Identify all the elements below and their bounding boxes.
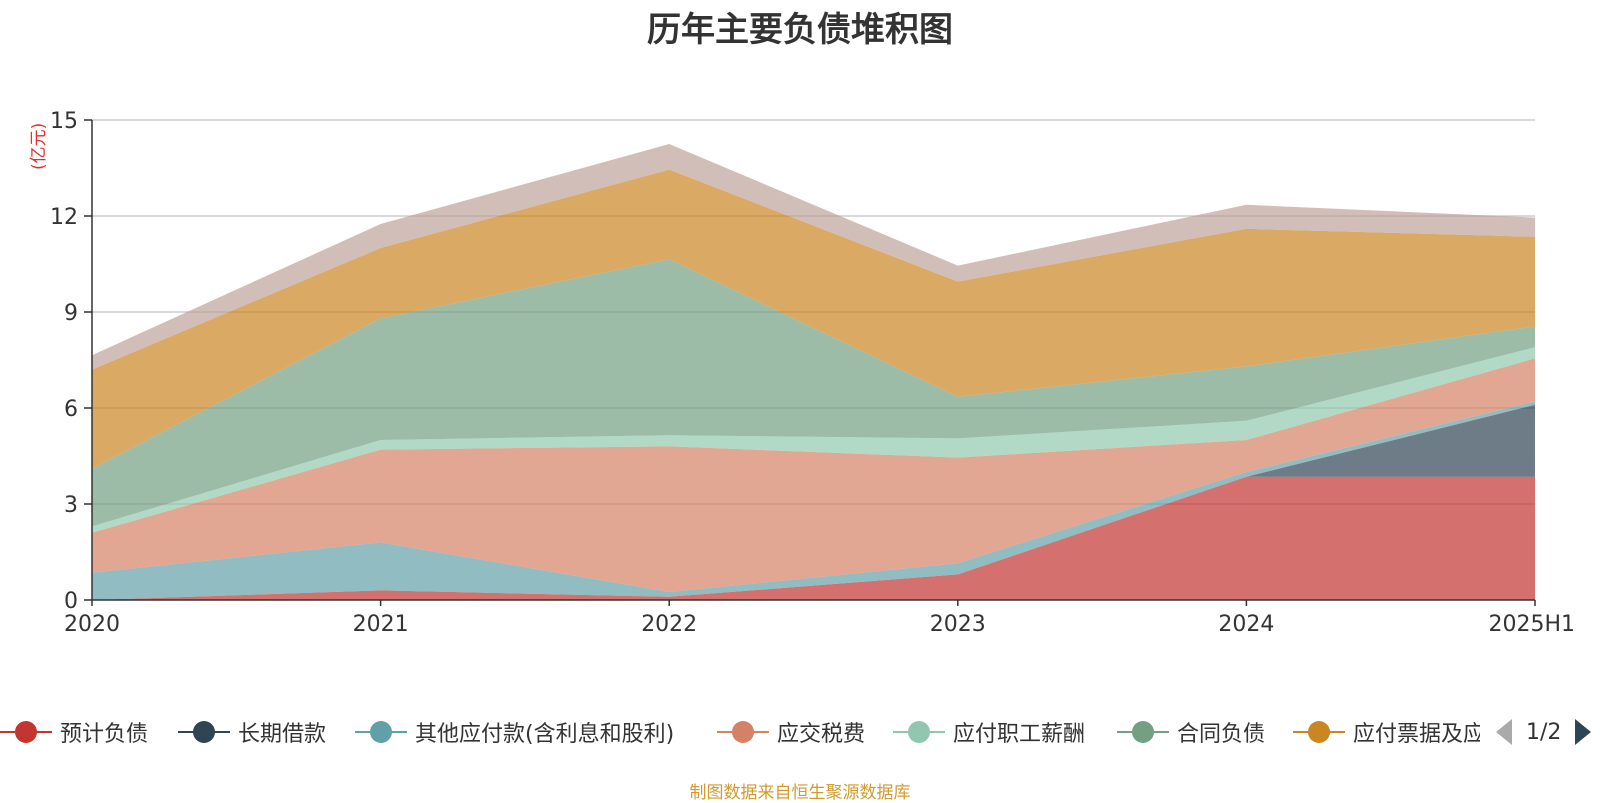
legend-label: 预计负债 <box>60 722 149 747</box>
legend-label: 合同负债 <box>1177 722 1266 747</box>
legend-marker-icon <box>355 721 407 743</box>
legend-prev-page-icon[interactable] <box>1496 719 1512 745</box>
legend-marker-icon <box>178 721 230 743</box>
legend: 预计负债 长期借款 其他应付款(含利息和股利) 应交税费 应付职工薪酬 合同负债 应付票据及… <box>0 712 1600 752</box>
x-tick-label: 2025H1 <box>1488 612 1575 637</box>
legend-item[interactable]: 其他应付款(含利息和股利) <box>355 712 674 752</box>
legend-pager: 1/2 <box>1496 712 1592 752</box>
legend-page-indicator: 1/2 <box>1526 719 1562 745</box>
x-tick-label: 2022 <box>641 612 697 637</box>
y-tick-label: 12 <box>50 205 78 230</box>
chart-title: 历年主要负债堆积图 <box>647 10 953 50</box>
y-tick-label: 6 <box>64 397 78 422</box>
area-5 <box>92 347 1535 533</box>
stacked-area-chart: 0 3 6 9 12 15 2020 2021 2022 2023 2024 2025H1 <box>50 109 1575 637</box>
legend-label: 应付职工薪酬 <box>953 722 1086 747</box>
legend-next-page-icon[interactable] <box>1575 719 1592 745</box>
area-1 <box>92 476 1535 600</box>
legend-item[interactable]: 应交税费 <box>717 712 865 752</box>
y-tick-label: 0 <box>64 589 78 614</box>
area-3 <box>92 401 1535 600</box>
legend-marker-icon <box>893 721 945 743</box>
x-tick-label: 2020 <box>64 612 120 637</box>
legend-items: 预计负债 长期借款 其他应付款(含利息和股利) 应交税费 应付职工薪酬 合同负债 应付票据及… <box>0 712 1480 752</box>
legend-item[interactable]: 应付职工薪酬 <box>893 712 1085 752</box>
y-tick-label: 9 <box>64 301 78 326</box>
legend-marker-icon <box>0 721 52 743</box>
legend-label: 其他应付款(含利息和股利) <box>415 722 675 747</box>
legend-label: 应交税费 <box>777 722 866 747</box>
legend-marker-icon <box>1117 721 1169 743</box>
legend-marker-icon <box>717 721 769 743</box>
area-6 <box>92 259 1535 527</box>
y-tick-label: 3 <box>64 493 78 518</box>
data-source-note: 制图数据来自恒生聚源数据库 <box>689 783 911 803</box>
x-tick-label: 2021 <box>353 612 409 637</box>
x-tick-label: 2024 <box>1218 612 1274 637</box>
y-tick-label: 15 <box>50 109 78 134</box>
legend-item[interactable]: 预计负债 <box>0 712 148 752</box>
x-tick-label: 2023 <box>930 612 986 637</box>
legend-item[interactable]: 长期借款 <box>178 712 326 752</box>
area-7 <box>92 169 1535 469</box>
legend-item[interactable]: 应付票据及应付账款 <box>1293 712 1480 752</box>
area-4 <box>92 358 1535 592</box>
legend-label: 长期借款 <box>238 722 327 747</box>
legend-item[interactable]: 合同负债 <box>1117 712 1265 752</box>
legend-label: 应付票据及应付账款 <box>1353 722 1480 747</box>
legend-marker-icon <box>1293 721 1345 743</box>
